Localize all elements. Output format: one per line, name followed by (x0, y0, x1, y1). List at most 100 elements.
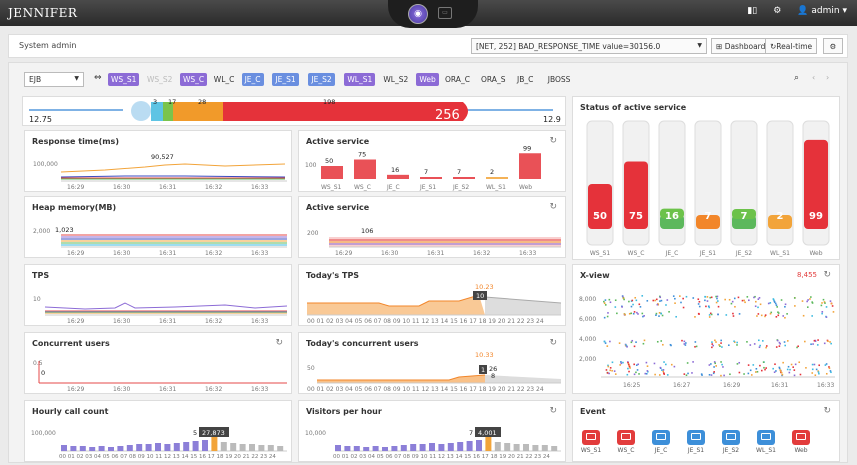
xview-point (749, 344, 752, 346)
xview-point (679, 295, 681, 297)
xview-point (804, 340, 806, 343)
settings-button[interactable]: ⚙ (823, 38, 843, 54)
instance-chip-ws-s1[interactable]: WS_S1 (108, 73, 140, 86)
status-cylinder[interactable] (694, 120, 722, 246)
hour-bar (230, 443, 237, 451)
user-menu[interactable]: 👤 admin ▾ (797, 6, 847, 16)
prev-icon[interactable]: ‹ (812, 73, 816, 82)
refresh-icon[interactable]: ↻ (549, 136, 557, 146)
realtime-button[interactable]: ↻Real-time (765, 38, 818, 54)
bar-category-label: JE_S2 (452, 184, 469, 191)
refresh-icon[interactable]: ↻ (549, 406, 557, 416)
xview-point (712, 344, 715, 347)
panel-title: Active service (306, 137, 370, 146)
xview-point (675, 315, 677, 318)
dashboard-switch-icon[interactable]: ◉ (408, 4, 428, 24)
xview-point (772, 298, 775, 300)
xview-point (608, 298, 611, 301)
active-service-bar[interactable] (519, 153, 541, 179)
tooltip-pre: 5 (193, 429, 197, 437)
xview-point (701, 374, 703, 376)
xview-point (637, 313, 639, 315)
instance-chip-jboss[interactable]: JBOSS (547, 75, 571, 84)
xview-point (728, 344, 730, 347)
xview-point (670, 363, 673, 366)
gear-icon[interactable]: ⚙ (773, 6, 782, 16)
heap-memory-chart: 2,000 1,023 16:29 16:30 16:31 16:32 16:33 (33, 226, 287, 257)
hour-bar (523, 444, 529, 451)
active-service-bar[interactable] (321, 166, 343, 179)
panel-title: TPS (32, 271, 50, 280)
screen-switch-icon[interactable]: ▭ (438, 7, 452, 19)
event-monitor-icon[interactable] (757, 430, 775, 445)
xview-point (753, 343, 756, 345)
event-monitor-icon[interactable] (617, 430, 635, 445)
refresh-icon: ↻ (770, 42, 777, 51)
instance-chip-ws-s2[interactable]: WS_S2 (147, 75, 173, 84)
refresh-icon[interactable]: ↻ (823, 270, 831, 280)
instance-chip-jb-c[interactable]: JB_C (517, 75, 534, 84)
instance-chip-ora-c[interactable]: ORA_C (445, 75, 470, 84)
xview-point (706, 296, 709, 298)
instance-chip-web[interactable]: Web (416, 73, 439, 86)
event-monitor-icon[interactable] (687, 430, 705, 445)
status-cylinder[interactable] (766, 120, 794, 246)
xview-point (790, 363, 793, 366)
instance-chip-wl-s1[interactable]: WL_S1 (344, 73, 376, 86)
xview-point (773, 301, 776, 303)
dashboard-button[interactable]: ⊞ Dashboard (711, 38, 771, 54)
event-monitor-icon[interactable] (582, 430, 600, 445)
next-icon[interactable]: › (826, 73, 830, 82)
chevron-down-icon: ▼ (74, 75, 79, 82)
instance-chip-wl-s2[interactable]: WL_S2 (383, 75, 409, 84)
active-service-bar[interactable] (354, 159, 376, 180)
hour-bar (98, 446, 105, 451)
event-monitor-icon[interactable] (722, 430, 740, 445)
refresh-icon[interactable]: ↻ (549, 202, 557, 212)
refresh-icon[interactable]: ↻ (549, 338, 557, 348)
active-service-bar[interactable] (420, 177, 442, 179)
bar-category-label: JE_C (386, 184, 400, 191)
instance-chip-ws-c[interactable]: WS_C (180, 73, 208, 86)
xview-point (755, 371, 757, 373)
instance-chip-je-s1[interactable]: JE_S1 (272, 73, 299, 86)
instance-chip-je-c[interactable]: JE_C (241, 73, 264, 86)
xview-point (628, 370, 630, 373)
refresh-icon[interactable]: ↻ (275, 338, 283, 348)
instance-chip-wl-c[interactable]: WL_C (213, 75, 235, 84)
swap-icon[interactable]: ⇔ (94, 73, 102, 83)
xview-point (811, 302, 814, 304)
xview-point (613, 370, 616, 372)
active-service-bar[interactable] (453, 177, 475, 179)
xview-point (695, 345, 698, 348)
active-service-bar[interactable] (486, 177, 508, 179)
xview-point (722, 366, 724, 368)
xview-point (733, 340, 735, 343)
xview-point (631, 339, 634, 342)
xview-count: 8,455 (796, 271, 817, 279)
event-monitor-icon[interactable] (652, 430, 670, 445)
search-icon[interactable]: ⌕ (794, 73, 800, 83)
refresh-icon[interactable]: ↻ (823, 406, 831, 416)
xview-point (786, 340, 789, 342)
xview-point (793, 297, 796, 299)
group-select[interactable]: EJB ▼ (24, 72, 84, 87)
xview-point (713, 366, 715, 368)
event-monitor-icon[interactable] (792, 430, 810, 445)
xview-point (762, 340, 764, 342)
hour-ticks: 00 01 02 03 04 05 06 07 08 09 10 11 12 1… (307, 318, 544, 325)
instance-chip-ora-s[interactable]: ORA_S (481, 75, 506, 84)
instance-chip-je-s2[interactable]: JE_S2 (308, 73, 335, 86)
xview-point (738, 313, 741, 315)
xview-point (777, 312, 780, 314)
xview-point (630, 312, 633, 315)
notification-icon[interactable]: ▮▯ (747, 6, 758, 16)
hourly-call-chart: 100,000 5 27,873 00 01 02 03 04 05 06 07… (31, 427, 287, 460)
xview-point (760, 314, 763, 317)
xview-point (736, 344, 738, 346)
xview-point (658, 311, 661, 314)
event-select[interactable]: [NET, 252] BAD_RESPONSE_TIME value=30156… (471, 38, 707, 54)
active-service-bar[interactable] (387, 174, 409, 179)
xview-point (633, 363, 635, 366)
xview-point (682, 306, 685, 309)
